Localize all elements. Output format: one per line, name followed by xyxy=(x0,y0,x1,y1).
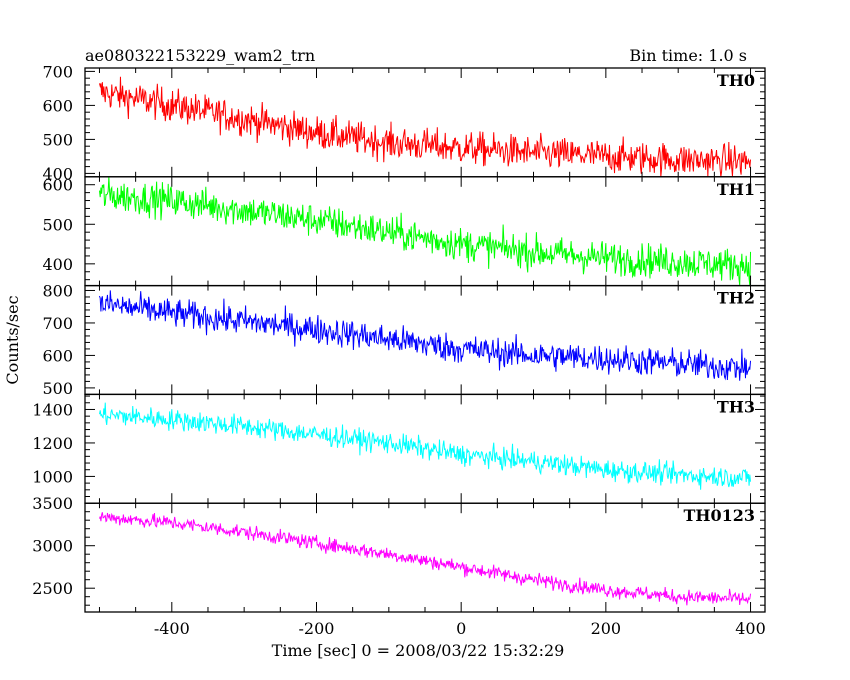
series-line-th3 xyxy=(98,402,752,490)
y-tick-label: 600 xyxy=(42,176,73,195)
y-tick-label: 800 xyxy=(42,281,73,300)
panel-frame-th1 xyxy=(84,176,766,287)
bin-time-label: Bin time: 1.0 s xyxy=(629,46,747,65)
y-tick-label: 500 xyxy=(42,215,73,234)
y-tick-label: 600 xyxy=(42,96,73,115)
panel-label-th1: TH1 xyxy=(717,180,755,199)
y-tick-label: 3500 xyxy=(32,494,73,513)
panels-group: 400 500 600 700 TH0 400 500 600 TH1 500 600 700 800 T… xyxy=(32,62,766,638)
panel-frame-th0 xyxy=(84,67,766,178)
y-tick-label: 1000 xyxy=(32,467,73,486)
y-tick-label: 700 xyxy=(42,62,73,81)
chart-title: ae080322153229_wam2_trn xyxy=(85,46,315,65)
panel-label-th3: TH3 xyxy=(717,397,755,416)
x-tick-label: -400 xyxy=(154,619,190,638)
series-line-th0 xyxy=(98,76,752,177)
y-axis-label: Counts/sec xyxy=(3,295,22,384)
y-tick-label: 400 xyxy=(42,164,73,183)
series-line-th2 xyxy=(98,290,752,381)
panel-label-th0: TH0 xyxy=(717,71,755,90)
y-tick-label: 1200 xyxy=(32,434,73,453)
y-tick-label: 2500 xyxy=(32,579,73,598)
y-tick-label: 600 xyxy=(42,346,73,365)
y-tick-label: 500 xyxy=(42,379,73,398)
panel-frame-th2 xyxy=(84,284,766,396)
series-line-th1 xyxy=(98,177,752,286)
x-axis-label: Time [sec] 0 = 2008/03/22 15:32:29 xyxy=(272,641,565,660)
x-tick-label: 200 xyxy=(591,619,622,638)
panel-label-th2: TH2 xyxy=(717,289,755,308)
y-tick-label: 500 xyxy=(42,130,73,149)
y-tick-label: 700 xyxy=(42,314,73,333)
y-tick-label: 3000 xyxy=(32,537,73,556)
y-tick-label: 1400 xyxy=(32,400,73,419)
x-tick-label: 0 xyxy=(456,619,466,638)
panel-label-th0123: TH0123 xyxy=(683,506,755,525)
series-line-th0123 xyxy=(98,512,752,606)
y-tick-label: 400 xyxy=(42,255,73,274)
x-tick-label: 400 xyxy=(735,619,766,638)
x-tick-label: -200 xyxy=(299,619,335,638)
